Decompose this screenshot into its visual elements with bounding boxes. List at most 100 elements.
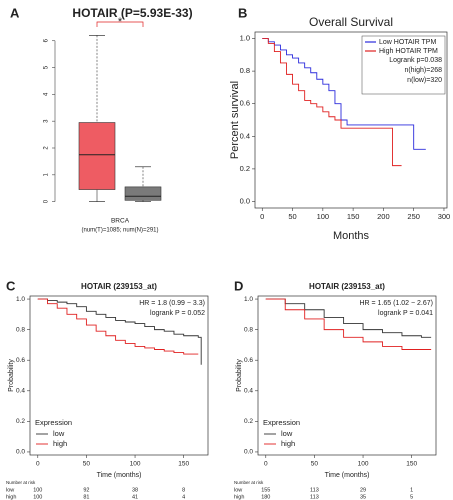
chart-title: HOTAIR (239153_at): [309, 282, 385, 291]
x-tick-label: 50: [288, 212, 296, 221]
risk-value: 1: [410, 487, 413, 493]
chart-title: Overall Survival: [309, 15, 393, 29]
x-tick-label: 100: [130, 461, 141, 468]
x-tick-label: 250: [407, 212, 420, 221]
panel-label: D: [234, 278, 243, 293]
y-tick-label: 1.0: [244, 296, 253, 303]
y-tick-label: 0.8: [240, 66, 250, 75]
risk-table-title: Number at risk: [234, 480, 264, 485]
x-tick-label: 150: [347, 212, 360, 221]
risk-value: 155: [261, 487, 270, 493]
survival-curve: [262, 38, 402, 167]
y-tick-label: 0.6: [240, 99, 250, 108]
legend-title: Expression: [263, 418, 300, 427]
annotation: HR = 1.65 (1.02 − 2.67): [359, 300, 433, 307]
x-tick-label: 50: [311, 461, 319, 468]
annotation: *: [118, 16, 123, 28]
y-tick-label: 5: [44, 65, 50, 69]
risk-value: 92: [83, 487, 89, 493]
chart-title: HOTAIR (P=5.93E-33): [72, 6, 192, 20]
chart-title: HOTAIR (239153_at): [81, 282, 157, 291]
y-tick-label: 0.6: [244, 357, 253, 364]
survival-curve: [265, 298, 432, 338]
risk-row-label: high: [234, 494, 244, 500]
y-tick-label: 0.0: [16, 449, 25, 456]
bracket: [96, 21, 144, 27]
x-tick-label: 200: [377, 212, 390, 221]
y-tick-label: 0.8: [16, 326, 25, 333]
risk-table-title: Number at risk: [6, 480, 36, 485]
legend-label: low: [53, 429, 65, 438]
x-sublabel: (num(T)=1085; num(N)=291): [81, 228, 158, 234]
risk-value: 8: [182, 487, 185, 493]
y-tick-label: 0.6: [16, 357, 25, 364]
x-tick-label: 0: [260, 212, 264, 221]
y-tick-label: 0.2: [244, 418, 253, 425]
y-tick-label: 1.0: [240, 34, 250, 43]
legend-note: Logrank p=0.038: [389, 57, 442, 64]
risk-value: 29: [360, 487, 366, 493]
legend-label: high: [281, 439, 295, 448]
box: [78, 122, 116, 190]
risk-row-label: low: [234, 487, 242, 493]
y-label: Percent survival: [229, 81, 241, 159]
risk-row-label: high: [6, 494, 16, 500]
y-tick-label: 1: [44, 172, 50, 176]
x-tick-label: 50: [83, 461, 91, 468]
y-tick-label: 0.0: [240, 196, 250, 205]
panel-label: A: [10, 5, 20, 20]
x-tick-label: 0: [264, 461, 268, 468]
annotation: logrank P = 0.041: [378, 310, 433, 317]
plot-frame: [29, 295, 209, 456]
panel-label: B: [238, 5, 247, 20]
y-tick-label: 0: [44, 199, 50, 203]
risk-value: 81: [83, 494, 89, 500]
x-label: Time (months): [97, 472, 142, 479]
y-tick-label: 0.8: [244, 326, 253, 333]
survival-curve: [37, 298, 199, 355]
panel-label: C: [6, 278, 16, 293]
y-tick-label: 0.2: [240, 164, 250, 173]
risk-value: 100: [33, 494, 42, 500]
x-label: Time (months): [325, 472, 370, 479]
legend-label: Low HOTAIR TPM: [379, 39, 436, 46]
legend-title: Expression: [35, 418, 72, 427]
legend-label: High HOTAIR TPM: [379, 48, 438, 55]
risk-row-label: low: [6, 487, 14, 493]
y-label: Probability: [236, 359, 243, 392]
y-tick-label: 0.4: [240, 131, 250, 140]
survival-curve: [262, 38, 426, 150]
x-tick-label: 150: [178, 461, 189, 468]
y-tick-label: 1.0: [16, 296, 25, 303]
risk-value: 41: [132, 494, 138, 500]
risk-value: 38: [132, 487, 138, 493]
plot-frame: [254, 31, 448, 209]
x-tick-label: 150: [406, 461, 417, 468]
risk-value: 4: [182, 494, 185, 500]
y-label: Probability: [8, 359, 15, 392]
x-tick-label: 0: [36, 461, 40, 468]
risk-value: 100: [33, 487, 42, 493]
risk-value: 113: [310, 494, 319, 500]
risk-value: 180: [261, 494, 270, 500]
survival-curve: [37, 298, 202, 365]
x-label: BRCA: [111, 218, 130, 225]
x-tick-label: 100: [317, 212, 330, 221]
legend-box: [361, 35, 446, 95]
risk-value: 5: [410, 494, 413, 500]
annotation: logrank P = 0.052: [150, 310, 205, 317]
y-tick-label: 6: [44, 38, 50, 42]
box: [124, 186, 162, 201]
x-tick-label: 100: [358, 461, 369, 468]
risk-value: 113: [310, 487, 319, 493]
annotation: HR = 1.8 (0.99 − 3.3): [139, 300, 205, 307]
y-tick-label: 0.4: [244, 388, 253, 395]
y-tick-label: 4: [44, 92, 50, 96]
plot-frame: [257, 295, 437, 456]
y-tick-label: 3: [44, 119, 50, 123]
legend-note: n(low)=320: [407, 77, 442, 84]
y-tick-label: 0.2: [16, 418, 25, 425]
y-tick-label: 0.0: [244, 449, 253, 456]
y-tick-label: 2: [44, 146, 50, 150]
